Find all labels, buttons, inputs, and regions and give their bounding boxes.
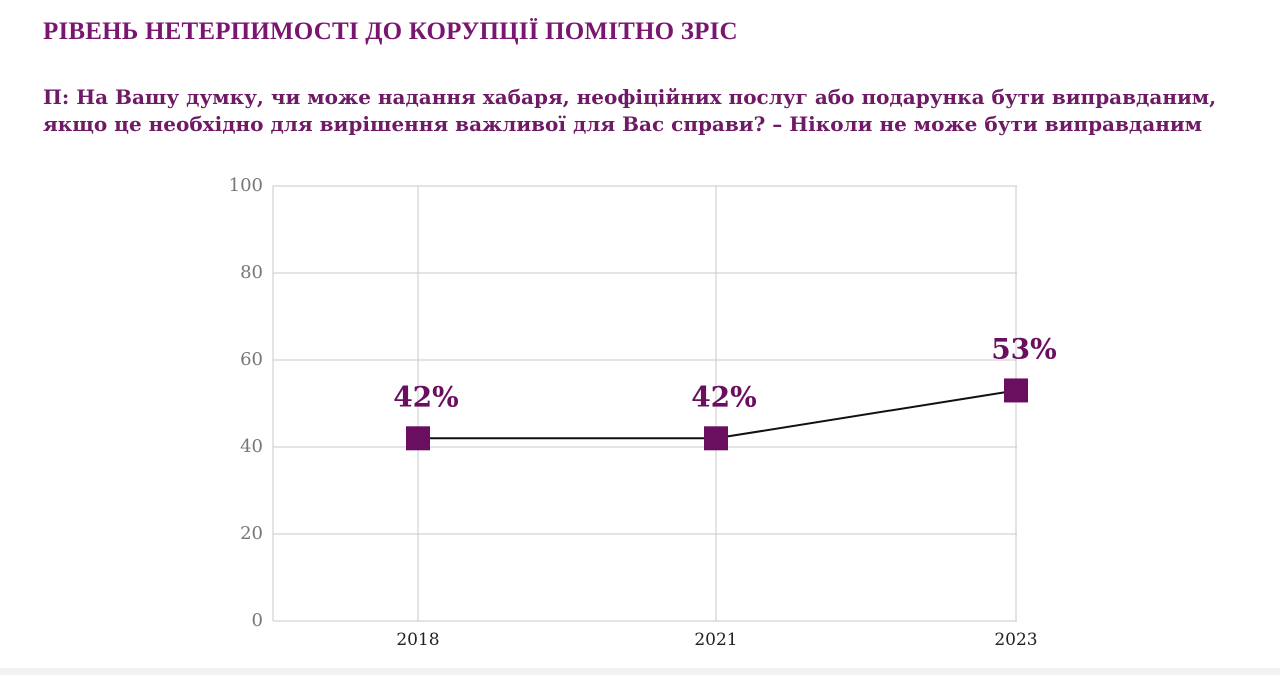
y-tick-label: 60 (240, 349, 263, 370)
survey-question: П: На Вашу думку, чи може надання хабаря… (43, 85, 1217, 136)
y-tick-label: 20 (240, 523, 263, 544)
page-title: РІВЕНЬ НЕТЕРПИМОСТІ ДО КОРУПЦІЇ ПОМІТНО … (43, 18, 738, 45)
y-tick-label: 80 (240, 262, 263, 283)
data-point-marker (406, 426, 430, 451)
x-tick-label: 2018 (396, 630, 439, 650)
data-label: 42% (393, 380, 459, 413)
x-tick-label: 2023 (994, 630, 1037, 650)
x-tick-label: 2021 (694, 630, 737, 650)
data-label: 53% (991, 332, 1057, 365)
data-label: 42% (691, 380, 757, 413)
y-tick-label: 100 (229, 175, 263, 196)
data-point-marker (1004, 378, 1028, 403)
y-tick-label: 40 (240, 436, 263, 457)
y-tick-label: 0 (252, 610, 263, 631)
data-point-marker (704, 426, 728, 451)
bottom-strip (0, 668, 1280, 675)
